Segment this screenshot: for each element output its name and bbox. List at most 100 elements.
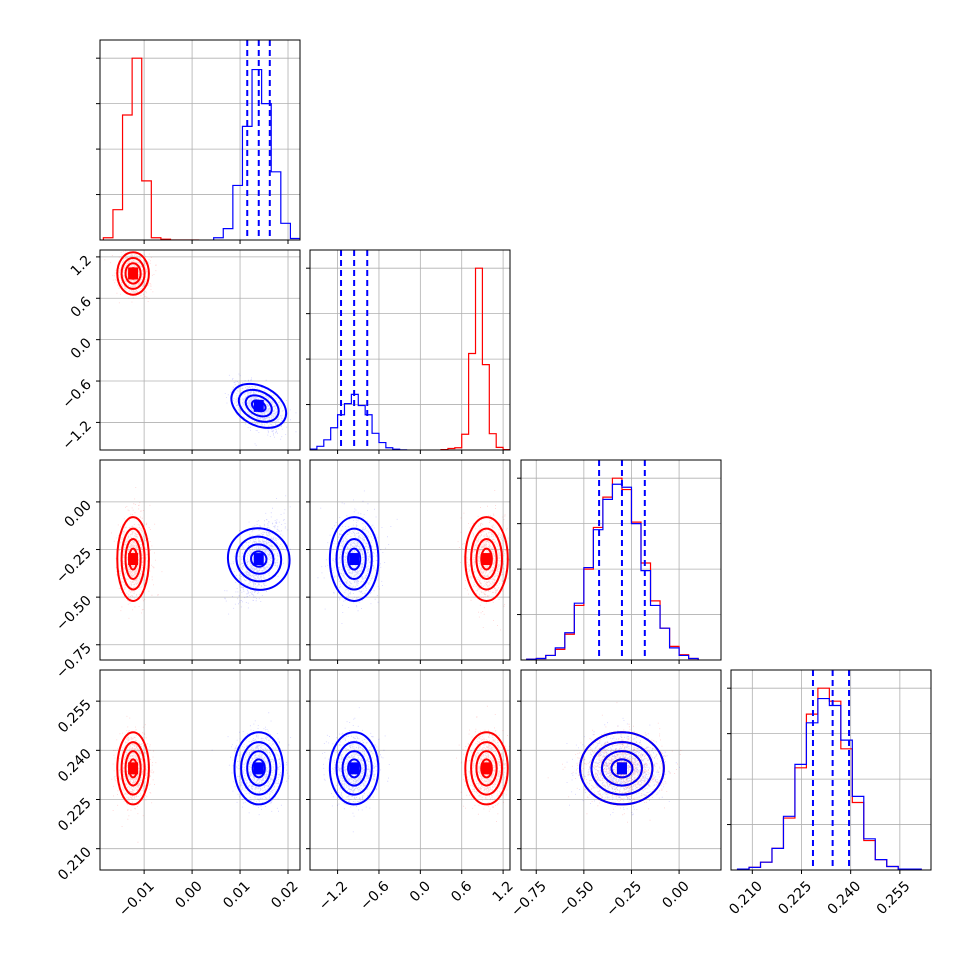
contour-blue xyxy=(341,750,367,787)
tick-label-x: 0.02 xyxy=(268,878,301,911)
panel-content xyxy=(310,670,510,870)
contour-blue xyxy=(610,758,634,779)
tick-label-x: −0.01 xyxy=(116,878,158,920)
contour-blue xyxy=(244,394,273,418)
contour-red xyxy=(120,527,146,591)
contour-red xyxy=(475,750,498,787)
panel-3-2: −0.75 −0.50 −0.25 0.00 xyxy=(508,669,722,920)
tick-label-x: −0.6 xyxy=(357,878,392,913)
panel-content xyxy=(521,670,721,870)
histogram-blue xyxy=(310,393,408,450)
contour-blue xyxy=(579,731,665,806)
tick-label-x: 0.01 xyxy=(220,878,253,911)
density-peak xyxy=(128,762,139,775)
contour-red xyxy=(116,731,150,806)
panel-3-1: −1.2 −0.6 0.0 0.6 1.2 xyxy=(306,669,517,914)
tick-label-y: 0.6 xyxy=(68,294,95,321)
panel-content xyxy=(100,40,300,240)
panel-frame xyxy=(99,39,301,241)
tick-label-x: 0.0 xyxy=(407,878,434,905)
density-peak xyxy=(616,762,627,775)
contour-red xyxy=(470,741,504,796)
panel-content xyxy=(100,250,300,450)
panel-frame xyxy=(309,249,511,451)
tick-label-y: −0.25 xyxy=(53,545,95,587)
histogram-red xyxy=(102,57,200,240)
contour-red xyxy=(475,538,498,581)
panel-frame xyxy=(309,459,511,661)
contour-red xyxy=(116,516,150,602)
contour-blue xyxy=(250,550,268,568)
tick-label-x: 0.255 xyxy=(874,878,914,918)
tick-label-x: 1.2 xyxy=(490,878,517,905)
tick-label-x: 0.00 xyxy=(172,878,205,911)
panel-content xyxy=(100,460,300,660)
contour-red xyxy=(470,527,504,591)
density-peak xyxy=(128,267,139,280)
histogram-blue xyxy=(213,68,300,240)
panel-content xyxy=(521,460,721,660)
panel-content xyxy=(731,670,931,870)
density-peak xyxy=(481,553,492,566)
contour-blue xyxy=(335,527,373,591)
tick-label-y: −1.2 xyxy=(59,418,94,453)
tick-label-x: 0.210 xyxy=(726,878,766,918)
contour-red xyxy=(116,251,150,296)
contour-blue xyxy=(237,388,280,423)
tick-label-x: −0.75 xyxy=(508,878,550,920)
contour-blue xyxy=(246,750,272,787)
panel-frame xyxy=(520,459,722,661)
density-peak xyxy=(253,553,264,566)
contour-red xyxy=(464,516,509,602)
contour-blue xyxy=(328,516,380,602)
contour-blue xyxy=(240,741,278,796)
tick-label-y: 0.210 xyxy=(55,844,95,884)
tick-label-y: −0.75 xyxy=(53,640,95,682)
contour-red xyxy=(124,538,142,581)
tick-label-x: 0.6 xyxy=(448,878,475,905)
sample-points xyxy=(111,715,157,843)
tick-label-x: −0.50 xyxy=(556,878,598,920)
histogram-blue xyxy=(736,697,922,870)
contour-red xyxy=(464,731,509,806)
contour-blue xyxy=(347,758,362,779)
density-peak xyxy=(253,762,264,775)
tick-label-y: 1.2 xyxy=(68,252,95,279)
tick-label-x: 0.240 xyxy=(825,878,865,918)
contour-blue xyxy=(347,547,362,571)
tick-label-x: 0.00 xyxy=(659,878,692,911)
contour-blue xyxy=(230,382,288,429)
density-peak xyxy=(349,762,360,775)
tick-label-y: −0.50 xyxy=(53,593,95,635)
contour-red xyxy=(480,547,493,571)
panel-1-1 xyxy=(306,249,511,454)
panel-3-0: −0.01 0.00 0.01 0.02 0.210 0.225 0.240 0.255 xyxy=(55,669,302,920)
tick-label-y: −0.6 xyxy=(59,376,94,411)
panel-content xyxy=(310,460,510,660)
panel-2-1 xyxy=(306,459,511,664)
tick-label-x: 0.225 xyxy=(775,878,815,918)
panel-0-0 xyxy=(96,39,301,244)
contour-blue xyxy=(600,750,643,787)
contour-blue xyxy=(590,741,654,796)
density-peak xyxy=(349,553,360,566)
panel-frame xyxy=(730,669,932,871)
panel-frame xyxy=(520,669,722,871)
tick-label-y: 0.00 xyxy=(61,497,94,530)
panel-frame xyxy=(99,669,301,871)
density-peak xyxy=(481,762,492,775)
panel-3-3: 0.210 0.225 0.240 0.255 xyxy=(726,669,932,918)
density-peak xyxy=(253,399,264,412)
contour-blue xyxy=(251,758,266,779)
contour-blue xyxy=(341,538,367,581)
panel-content xyxy=(100,670,300,870)
tick-label-y: 0.225 xyxy=(55,795,95,835)
tick-label-y: 0.255 xyxy=(55,697,95,737)
tick-label-y: 0.0 xyxy=(68,335,95,362)
contour-blue xyxy=(235,535,283,583)
samples-red xyxy=(111,715,157,843)
contour-blue xyxy=(233,731,285,806)
histogram-blue xyxy=(526,483,699,660)
tick-label-x: −0.25 xyxy=(603,878,645,920)
